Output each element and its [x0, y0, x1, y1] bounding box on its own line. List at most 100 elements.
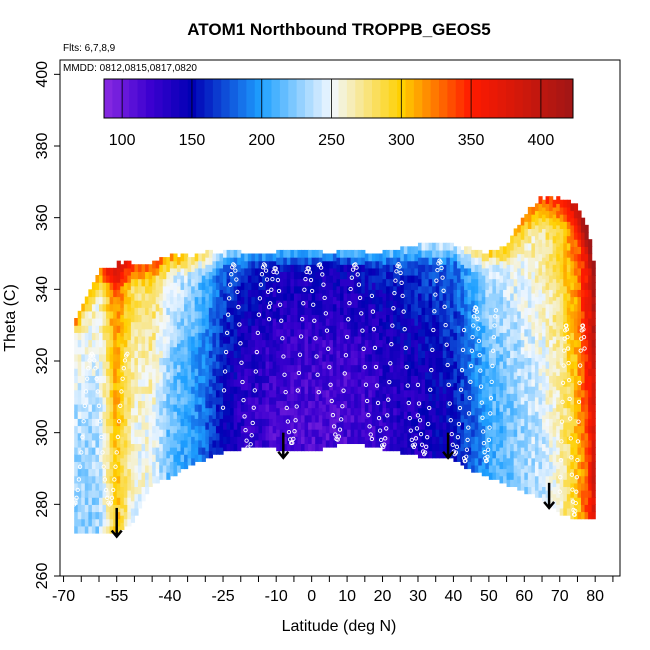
heatmap-cell: [212, 418, 217, 427]
heatmap-cell: [510, 450, 515, 459]
flight-track-point: [94, 376, 99, 381]
heatmap-cell: [215, 382, 221, 391]
heatmap-cell: [503, 339, 508, 348]
heatmap-cell: [478, 414, 483, 423]
heatmap-cell: [134, 443, 139, 452]
heatmap-cell: [460, 450, 465, 459]
heatmap-cell: [449, 249, 455, 258]
heatmap-cell: [510, 242, 515, 251]
heatmap-cell: [130, 264, 136, 273]
heatmap-cell: [329, 275, 334, 283]
flight-track-point: [431, 327, 436, 333]
heatmap-cell: [169, 289, 175, 298]
heatmap-cell: [127, 411, 132, 419]
heatmap-cell: [573, 239, 579, 247]
heatmap-cell: [442, 429, 447, 437]
heatmap-cell: [322, 260, 327, 269]
heatmap-cell: [276, 321, 281, 330]
heatmap-cell: [581, 239, 586, 247]
heatmap-cell: [212, 396, 217, 405]
heatmap-cell: [503, 253, 508, 262]
heatmap-cell: [517, 425, 522, 434]
heatmap-cell: [198, 318, 203, 326]
heatmap-cell: [272, 303, 277, 312]
heatmap-cell: [180, 289, 185, 298]
heatmap-cell: [417, 443, 423, 452]
heatmap-cell: [371, 389, 377, 398]
heatmap-cell: [194, 396, 199, 405]
heatmap-cell: [145, 436, 150, 445]
heatmap-cell: [442, 242, 447, 251]
heatmap-cell: [552, 257, 557, 265]
heatmap-cell: [233, 350, 238, 359]
heatmap-cell: [350, 407, 355, 416]
heatmap-cell: [180, 396, 185, 405]
heatmap-cell: [166, 350, 171, 359]
heatmap-cell: [254, 289, 260, 298]
heatmap-cell: [584, 246, 589, 255]
heatmap-cell: [545, 318, 550, 326]
heatmap-cell: [563, 214, 568, 222]
heatmap-cell: [570, 432, 575, 441]
heatmap-cell: [148, 407, 153, 416]
heatmap-cell: [396, 249, 401, 258]
heatmap-cell: [194, 361, 199, 369]
heatmap-cell: [347, 292, 352, 301]
heatmap-cell: [549, 353, 554, 362]
heatmap-cell: [226, 335, 231, 344]
heatmap-cell: [173, 382, 178, 391]
heatmap-cell: [439, 335, 444, 344]
heatmap-cell: [549, 439, 554, 448]
heatmap-cell: [191, 292, 196, 301]
heatmap-cell: [272, 382, 277, 391]
heatmap-cell: [194, 454, 199, 462]
heatmap-cell: [499, 475, 504, 484]
heatmap-cell: [534, 454, 540, 462]
heatmap-cell: [130, 393, 136, 402]
heatmap-cell: [503, 282, 508, 290]
heatmap-cell: [520, 396, 525, 405]
heatmap-cell: [347, 386, 352, 394]
heatmap-cell: [354, 357, 359, 366]
heatmap-cell: [538, 196, 543, 204]
heatmap-cell: [162, 292, 167, 301]
heatmap-cell: [495, 321, 501, 330]
heatmap-cell: [414, 282, 419, 290]
heatmap-cell: [134, 285, 139, 294]
heatmap-cell: [549, 296, 554, 305]
heatmap-cell: [81, 332, 86, 341]
heatmap-cell: [141, 364, 146, 373]
heatmap-cell: [159, 314, 164, 323]
heatmap-cell: [485, 468, 490, 477]
heatmap-cell: [556, 325, 561, 333]
heatmap-cell: [432, 364, 437, 373]
heatmap-cell: [538, 318, 543, 326]
heatmap-cell: [109, 303, 114, 312]
heatmap-cell: [301, 429, 306, 437]
heatmap-cell: [184, 303, 189, 312]
heatmap-cell: [247, 289, 252, 298]
heatmap-cell: [350, 292, 355, 301]
heatmap-cell: [262, 396, 267, 405]
heatmap-cell: [439, 378, 444, 387]
heatmap-cell: [527, 221, 532, 230]
heatmap-cell: [542, 350, 547, 359]
heatmap-cell: [531, 285, 536, 294]
heatmap-cell: [308, 443, 313, 452]
heatmap-cell: [371, 411, 377, 419]
heatmap-cell: [223, 393, 228, 402]
heatmap-cell: [396, 421, 401, 430]
heatmap-cell: [538, 296, 543, 305]
heatmap-cell: [315, 249, 320, 258]
heatmap-cell: [396, 443, 401, 452]
heatmap-cell: [488, 307, 493, 316]
heatmap-cell: [389, 257, 394, 265]
heatmap-cell: [201, 260, 206, 269]
heatmap-cell: [254, 439, 260, 448]
heatmap-cell: [471, 321, 476, 330]
heatmap-cell: [343, 371, 348, 380]
heatmap-cell: [534, 404, 540, 412]
heatmap-cell: [510, 292, 515, 301]
heatmap-cell: [435, 249, 440, 258]
heatmap-cell: [258, 432, 263, 441]
